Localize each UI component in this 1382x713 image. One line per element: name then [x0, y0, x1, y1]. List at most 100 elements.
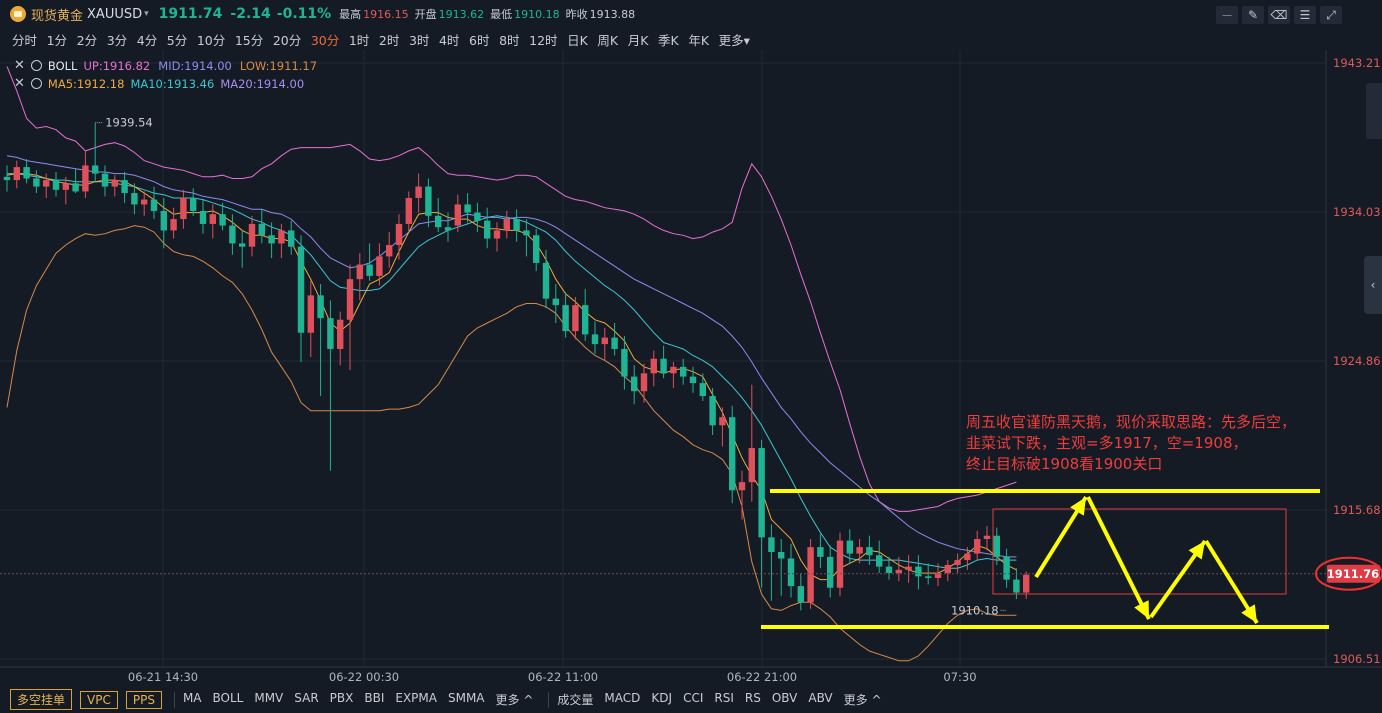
- period-tab[interactable]: 1分: [46, 32, 68, 48]
- candle-body: [454, 204, 461, 226]
- candle-body: [101, 173, 109, 187]
- zigzag-arrow-head: [1070, 497, 1086, 516]
- candle-body: [1013, 579, 1020, 593]
- kline-chart[interactable]: 1943.21 1934.03 1924.86 1915.68 1906.51 06-21…: [0, 50, 1382, 686]
- expand-icon[interactable]: ⤢: [1320, 6, 1342, 24]
- pps-button[interactable]: PPS: [125, 690, 162, 709]
- period-tab[interactable]: 8时: [499, 32, 520, 48]
- candle-body: [885, 566, 893, 574]
- candle-body: [689, 376, 697, 384]
- candle-body: [915, 566, 922, 577]
- period-tab[interactable]: 4分: [136, 32, 158, 48]
- period-tab[interactable]: 年K: [688, 32, 710, 48]
- period-tab[interactable]: 周K: [597, 32, 619, 48]
- open-value: 1913.62: [438, 7, 485, 21]
- candle-body: [484, 220, 491, 239]
- symbol-name[interactable]: 现货黄金: [31, 8, 84, 24]
- line-chart-icon[interactable]: ⏤: [1216, 6, 1238, 24]
- long-short-order-button[interactable]: 多空挂单: [10, 689, 73, 710]
- vpc-button[interactable]: VPC: [80, 690, 118, 709]
- candle-body: [317, 295, 324, 319]
- indicator-tab[interactable]: MMV: [254, 691, 284, 705]
- indicator-tab[interactable]: PBX: [329, 691, 354, 705]
- period-tab[interactable]: 2时: [378, 32, 400, 48]
- zigzag-arrow-head: [1188, 541, 1205, 560]
- candle-body: [52, 180, 60, 190]
- period-tab[interactable]: 12时: [529, 32, 558, 48]
- gear-icon[interactable]: [30, 60, 42, 71]
- close-icon[interactable]: ✕: [14, 76, 25, 91]
- period-tab[interactable]: 更多▾: [718, 32, 750, 48]
- period-tab[interactable]: 20分: [272, 32, 302, 48]
- indicator-tab[interactable]: RS: [744, 691, 761, 705]
- indicator-tab[interactable]: BOLL: [212, 691, 244, 705]
- candle-body: [33, 178, 40, 187]
- period-tab[interactable]: 分时: [12, 32, 38, 48]
- candle-body: [846, 540, 853, 554]
- candle-body: [219, 214, 226, 226]
- indicator-tab[interactable]: OBV: [771, 691, 798, 705]
- indicator-tab[interactable]: SAR: [294, 691, 319, 705]
- gear-icon[interactable]: [30, 78, 42, 89]
- divider: [548, 691, 550, 708]
- side-collapse-tab[interactable]: ‹: [1364, 256, 1382, 314]
- indicator-tab[interactable]: BBI: [364, 691, 385, 705]
- period-tab[interactable]: 6时: [469, 32, 490, 48]
- indicator-tab[interactable]: EXPMA: [395, 691, 437, 705]
- symbol-code[interactable]: XAUUSD: [87, 6, 143, 22]
- high-value: 1916.15: [363, 7, 409, 21]
- period-tab[interactable]: 15分: [234, 32, 264, 48]
- indicator-tab[interactable]: 更多 ^: [843, 693, 882, 707]
- symbol-caret-icon[interactable]: ▾: [144, 9, 149, 19]
- period-tab[interactable]: 1时: [348, 32, 370, 48]
- candle-body: [660, 358, 667, 374]
- indicator-tab[interactable]: 成交量: [557, 693, 594, 707]
- candle-body: [92, 165, 99, 174]
- candle-body: [836, 540, 844, 588]
- indicator-tab[interactable]: MA: [182, 691, 202, 705]
- candle-body: [444, 227, 452, 231]
- candle-body: [591, 334, 599, 345]
- candle-body: [876, 555, 883, 567]
- side-panel-icon[interactable]: [1366, 83, 1382, 139]
- eraser-icon[interactable]: ⌫: [1268, 6, 1290, 24]
- candle-body: [307, 295, 314, 333]
- indicator-tab[interactable]: MACD: [604, 691, 641, 705]
- period-tab[interactable]: 3时: [408, 32, 430, 48]
- period-tab[interactable]: 月K: [627, 32, 649, 48]
- ma-legend: ✕ MA5:1912.18 MA10:1913.46 MA20:1914.00: [14, 76, 310, 91]
- period-tab[interactable]: 2分: [76, 32, 98, 48]
- close-icon[interactable]: ✕: [14, 58, 25, 73]
- period-tab[interactable]: 3分: [106, 32, 128, 48]
- price-change: -2.14: [230, 6, 271, 22]
- candle-body: [729, 417, 736, 491]
- settings-icon[interactable]: ☰: [1294, 6, 1316, 24]
- candle-body: [503, 219, 510, 231]
- candle-body: [376, 256, 383, 276]
- indicator-tab[interactable]: SMMA: [447, 691, 485, 705]
- indicator-tab[interactable]: ABV: [808, 691, 833, 705]
- candle-body: [278, 230, 285, 244]
- period-tab[interactable]: 5分: [166, 32, 188, 48]
- period-tab[interactable]: 4时: [438, 32, 460, 48]
- period-tab[interactable]: 10分: [196, 32, 226, 48]
- prev-close-value: 1913.88: [589, 7, 636, 21]
- indicator-tab[interactable]: RSI: [714, 691, 734, 705]
- time-tick-label: 07:30: [943, 670, 976, 684]
- boll-lower-line: [6, 225, 1017, 662]
- period-tab[interactable]: 季K: [658, 32, 679, 48]
- indicator-tab[interactable]: 更多 ^: [495, 693, 534, 707]
- candle-body: [542, 262, 550, 299]
- candle-body: [62, 183, 69, 190]
- candle-body: [533, 235, 540, 263]
- period-tab[interactable]: 日K: [567, 32, 588, 48]
- price-tick-label: 1924.86: [1333, 354, 1381, 368]
- indicator-tab[interactable]: KDJ: [651, 691, 673, 705]
- boll-upper-line: [6, 66, 1017, 512]
- candle-body: [415, 186, 422, 198]
- indicator-tab[interactable]: CCI: [683, 691, 704, 705]
- candle-body: [513, 219, 520, 231]
- candle-body: [1003, 556, 1010, 580]
- period-tab[interactable]: 30分: [310, 32, 340, 48]
- pen-icon[interactable]: ✎: [1242, 6, 1264, 24]
